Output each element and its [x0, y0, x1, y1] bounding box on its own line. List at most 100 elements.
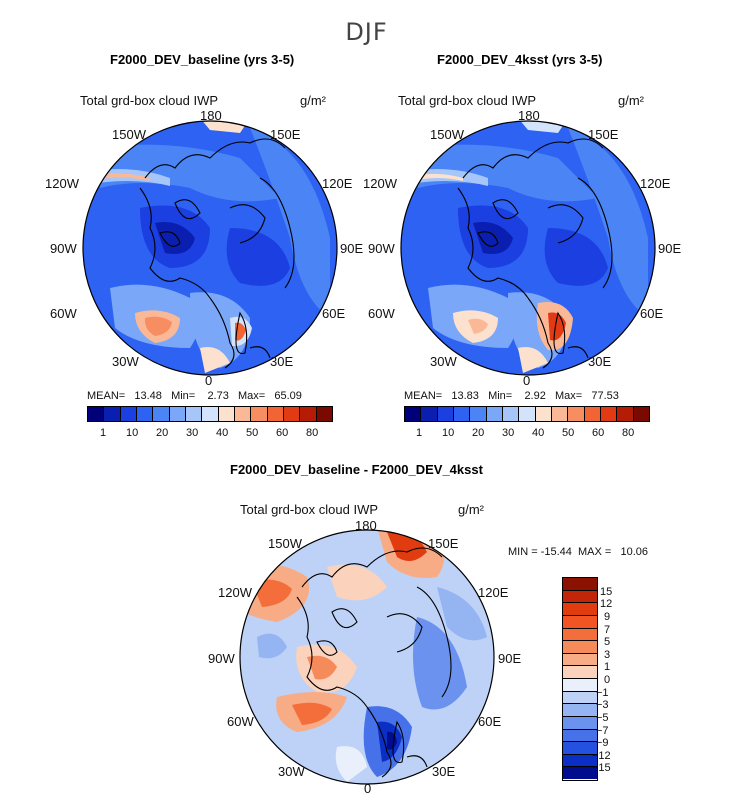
colorbar-swatch	[283, 407, 301, 421]
cbar-tick-baseline: 50	[246, 427, 259, 439]
colorbar-swatch	[421, 407, 438, 421]
lon-label-120e-4ksst: 120E	[640, 176, 671, 191]
cbar-tick-diff: −3	[596, 699, 609, 711]
colorbar-baseline	[87, 406, 333, 422]
colorbar-swatch	[202, 407, 219, 421]
lon-label-150w-4ksst: 150W	[430, 127, 464, 142]
colorbar-diff	[562, 577, 598, 781]
cbar-tick-baseline: 60	[276, 427, 289, 439]
colorbar-swatch	[563, 679, 597, 692]
colorbar-swatch	[563, 754, 597, 768]
units-label-baseline: g/m²	[300, 93, 326, 108]
lon-label-60e-4ksst: 60E	[640, 306, 664, 321]
colorbar-swatch	[535, 407, 552, 421]
stats-baseline: MEAN= 13.48 Min= 2.73 Max= 65.09	[87, 390, 302, 402]
colorbar-swatch	[563, 628, 597, 642]
cbar-tick-baseline: 30	[186, 427, 199, 439]
lon-label-150w-baseline: 150W	[112, 127, 146, 142]
colorbar-swatch	[563, 578, 597, 591]
colorbar-swatch	[267, 407, 284, 421]
colorbar-swatch	[88, 407, 105, 421]
colorbar-swatch	[563, 742, 597, 755]
polar-map-baseline	[82, 120, 338, 376]
polar-map-diff	[239, 529, 495, 785]
colorbar-swatch	[563, 590, 597, 604]
colorbar-4ksst	[404, 406, 650, 422]
lon-label-120w-baseline: 120W	[45, 176, 79, 191]
cbar-tick-4ksst: 10	[442, 427, 455, 439]
lon-label-60e-diff: 60E	[478, 714, 502, 729]
lon-label-120e-baseline: 120E	[322, 176, 353, 191]
lon-label-30e-4ksst: 30E	[588, 354, 612, 369]
stats-4ksst: MEAN= 13.83 Min= 2.92 Max= 77.53	[404, 390, 619, 402]
colorbar-swatch	[563, 615, 597, 629]
colorbar-swatch	[633, 407, 649, 421]
lon-label-60w-4ksst: 60W	[368, 306, 395, 321]
variable-label-baseline: Total grd-box cloud IWP	[80, 93, 219, 108]
colorbar-swatch	[153, 407, 170, 421]
lon-label-30w-diff: 30W	[278, 764, 305, 779]
colorbar-swatch	[104, 407, 121, 421]
cbar-tick-4ksst: 60	[592, 427, 605, 439]
lon-label-60w-baseline: 60W	[50, 306, 77, 321]
cbar-tick-diff: 15	[600, 586, 613, 598]
lon-label-120w-diff: 120W	[218, 585, 252, 600]
colorbar-swatch	[185, 407, 203, 421]
colorbar-swatch	[617, 407, 634, 421]
colorbar-swatch	[563, 691, 597, 705]
cbar-tick-4ksst: 30	[502, 427, 515, 439]
cbar-tick-4ksst: 20	[472, 427, 485, 439]
colorbar-swatch	[563, 716, 597, 730]
panel-title-diff: F2000_DEV_baseline - F2000_DEV_4ksst	[230, 462, 483, 477]
colorbar-swatch	[563, 603, 597, 616]
colorbar-swatch	[316, 407, 332, 421]
cbar-tick-4ksst: 80	[622, 427, 635, 439]
colorbar-swatch	[470, 407, 487, 421]
lon-label-150e-4ksst: 150E	[588, 127, 619, 142]
cbar-tick-diff: −9	[596, 737, 609, 749]
colorbar-swatch	[136, 407, 154, 421]
colorbar-swatch	[120, 407, 137, 421]
cbar-tick-diff: −7	[596, 725, 609, 737]
colorbar-swatch	[563, 729, 597, 743]
colorbar-swatch	[169, 407, 186, 421]
lon-label-60e-baseline: 60E	[322, 306, 346, 321]
colorbar-swatch	[437, 407, 454, 421]
variable-label-4ksst: Total grd-box cloud IWP	[398, 93, 537, 108]
colorbar-swatch	[563, 653, 597, 667]
lon-label-180-diff: 180	[355, 518, 377, 533]
panel-title-4ksst: F2000_DEV_4ksst (yrs 3-5)	[437, 52, 603, 67]
colorbar-swatch	[405, 407, 422, 421]
cbar-tick-baseline: 10	[126, 427, 139, 439]
cbar-tick-diff: 1	[604, 661, 611, 673]
colorbar-swatch	[563, 641, 597, 654]
lon-label-30e-baseline: 30E	[270, 354, 294, 369]
cbar-tick-diff: 3	[604, 649, 611, 661]
cbar-tick-baseline: 40	[216, 427, 229, 439]
lon-label-90e-diff: 90E	[498, 651, 522, 666]
colorbar-swatch	[234, 407, 252, 421]
cbar-tick-diff: 5	[604, 636, 611, 648]
cbar-tick-4ksst: 50	[562, 427, 575, 439]
stats-diff: MIN = -15.44 MAX = 10.06	[508, 546, 649, 558]
lon-label-90w-baseline: 90W	[50, 241, 77, 256]
lon-label-30w-baseline: 30W	[112, 354, 139, 369]
cbar-tick-diff: −12	[592, 750, 611, 762]
lon-label-60w-diff: 60W	[227, 714, 254, 729]
cbar-tick-diff: −5	[596, 712, 609, 724]
cbar-tick-diff: 0	[604, 674, 611, 686]
colorbar-swatch	[568, 407, 585, 421]
cbar-tick-diff: 12	[600, 598, 613, 610]
colorbar-swatch	[563, 767, 597, 779]
lon-label-150w-diff: 150W	[268, 536, 302, 551]
variable-label-diff: Total grd-box cloud IWP	[240, 502, 379, 517]
polar-map-4ksst	[400, 120, 656, 376]
cbar-tick-4ksst: 40	[532, 427, 545, 439]
cbar-tick-baseline: 80	[306, 427, 319, 439]
panel-title-baseline: F2000_DEV_baseline (yrs 3-5)	[110, 52, 295, 67]
lon-label-0-diff: 0	[364, 781, 372, 796]
lon-label-150e-baseline: 150E	[270, 127, 301, 142]
lon-label-30e-diff: 30E	[432, 764, 456, 779]
lon-label-30w-4ksst: 30W	[430, 354, 457, 369]
cbar-tick-diff: −1	[596, 687, 609, 699]
